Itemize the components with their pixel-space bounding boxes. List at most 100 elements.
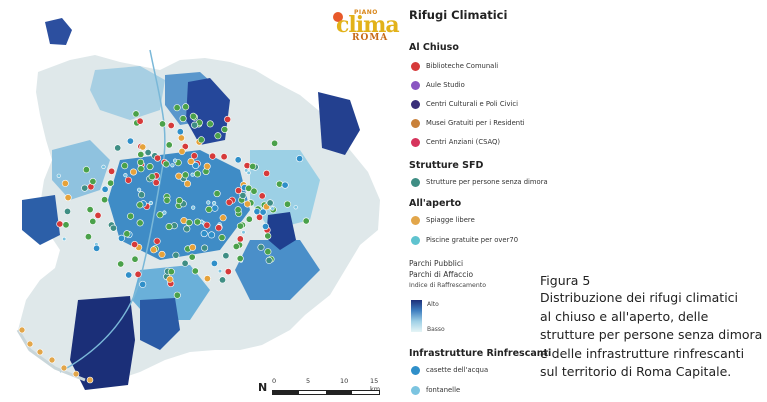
map-marker[interactable]: [101, 164, 106, 169]
map-marker[interactable]: [245, 215, 253, 223]
map-marker[interactable]: [265, 256, 273, 264]
beach-marker[interactable]: [26, 340, 34, 348]
beach-marker[interactable]: [60, 364, 68, 372]
map-marker[interactable]: [101, 196, 109, 204]
map-marker[interactable]: [266, 199, 274, 207]
map-marker[interactable]: [270, 206, 275, 211]
map-marker[interactable]: [206, 120, 214, 128]
map-marker[interactable]: [200, 230, 208, 238]
map-marker[interactable]: [213, 190, 221, 198]
map-marker[interactable]: [181, 259, 189, 267]
map-marker[interactable]: [191, 121, 199, 129]
map-marker[interactable]: [56, 173, 61, 178]
map-marker[interactable]: [206, 200, 211, 205]
map-marker[interactable]: [134, 270, 142, 278]
map-marker[interactable]: [150, 246, 158, 254]
map-marker[interactable]: [175, 172, 183, 180]
map-marker[interactable]: [139, 280, 147, 288]
map-marker[interactable]: [236, 235, 244, 243]
map-marker[interactable]: [158, 250, 166, 258]
map-marker[interactable]: [123, 173, 128, 178]
map-marker[interactable]: [185, 219, 193, 227]
beach-marker[interactable]: [18, 326, 26, 334]
beach-marker[interactable]: [72, 370, 80, 378]
map-marker[interactable]: [81, 184, 89, 192]
map-marker[interactable]: [224, 115, 232, 123]
map-marker[interactable]: [166, 275, 174, 283]
map-marker[interactable]: [154, 154, 162, 162]
map-marker[interactable]: [222, 252, 230, 260]
map-marker[interactable]: [173, 158, 178, 163]
map-marker[interactable]: [127, 212, 135, 220]
map-marker[interactable]: [249, 162, 257, 170]
map-marker[interactable]: [212, 201, 217, 206]
map-marker[interactable]: [183, 225, 191, 233]
map-marker[interactable]: [107, 179, 115, 187]
map-marker[interactable]: [236, 222, 244, 230]
map-marker[interactable]: [257, 243, 265, 251]
map-marker[interactable]: [146, 163, 154, 171]
map-marker[interactable]: [296, 155, 304, 163]
map-marker[interactable]: [203, 162, 211, 170]
map-marker[interactable]: [148, 200, 153, 206]
map-marker[interactable]: [89, 217, 97, 225]
map-marker[interactable]: [191, 267, 199, 275]
map-marker[interactable]: [283, 200, 291, 208]
map-marker[interactable]: [245, 184, 253, 192]
beach-marker[interactable]: [86, 376, 94, 384]
map-marker[interactable]: [302, 217, 310, 225]
map-marker[interactable]: [246, 170, 251, 175]
rome-map[interactable]: [0, 0, 400, 402]
map-marker[interactable]: [137, 158, 145, 166]
map-marker[interactable]: [190, 172, 195, 177]
map-marker[interactable]: [208, 231, 216, 239]
map-marker[interactable]: [162, 210, 167, 215]
map-marker[interactable]: [205, 205, 213, 213]
map-marker[interactable]: [225, 198, 233, 206]
map-marker[interactable]: [167, 268, 175, 276]
map-marker[interactable]: [188, 253, 196, 261]
map-marker[interactable]: [144, 149, 152, 157]
map-marker[interactable]: [148, 173, 156, 181]
map-marker[interactable]: [263, 169, 271, 177]
map-marker[interactable]: [218, 234, 226, 242]
map-marker[interactable]: [62, 236, 67, 242]
map-marker[interactable]: [153, 237, 161, 245]
map-marker[interactable]: [136, 117, 144, 125]
map-marker[interactable]: [61, 179, 69, 187]
map-marker[interactable]: [259, 208, 267, 216]
map-marker[interactable]: [234, 156, 242, 164]
map-marker[interactable]: [261, 223, 269, 231]
map-marker[interactable]: [56, 220, 64, 228]
map-marker[interactable]: [250, 187, 258, 195]
map-marker[interactable]: [241, 230, 246, 235]
map-marker[interactable]: [258, 192, 266, 200]
map-marker[interactable]: [219, 214, 227, 222]
map-marker[interactable]: [84, 233, 92, 241]
map-marker[interactable]: [194, 218, 202, 226]
map-panel[interactable]: PIANO clima ROMA N 0 5 10 15 km: [0, 0, 400, 402]
map-marker[interactable]: [210, 259, 218, 267]
map-marker[interactable]: [118, 234, 126, 242]
map-marker[interactable]: [209, 152, 217, 160]
map-marker[interactable]: [232, 243, 240, 251]
map-marker[interactable]: [264, 248, 272, 256]
map-marker[interactable]: [281, 181, 289, 189]
map-marker[interactable]: [189, 243, 197, 251]
map-marker[interactable]: [234, 206, 242, 214]
map-marker[interactable]: [131, 241, 139, 249]
map-marker[interactable]: [132, 110, 140, 118]
map-marker[interactable]: [224, 268, 232, 276]
map-marker[interactable]: [187, 158, 195, 166]
map-marker[interactable]: [93, 244, 101, 252]
map-marker[interactable]: [177, 134, 185, 142]
map-marker[interactable]: [173, 291, 181, 299]
map-marker[interactable]: [137, 151, 145, 159]
map-marker[interactable]: [114, 144, 122, 152]
map-marker[interactable]: [211, 204, 219, 212]
map-marker[interactable]: [123, 230, 131, 238]
map-marker[interactable]: [159, 120, 167, 128]
map-marker[interactable]: [101, 185, 109, 193]
map-marker[interactable]: [236, 255, 244, 263]
map-marker[interactable]: [197, 136, 205, 144]
